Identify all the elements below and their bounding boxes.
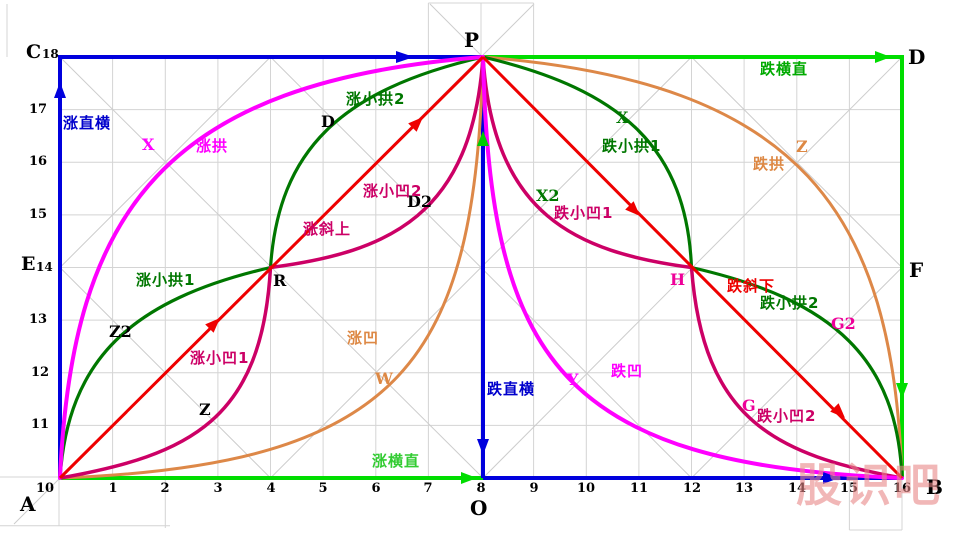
arrow-right-lime-bottom [461, 472, 477, 484]
point-o: O [470, 496, 488, 520]
label-fall-diag: 跌斜下 [727, 277, 776, 295]
label-fall-small-concave-1: 跌小凹1 [554, 204, 614, 222]
marker-d2: D2 [407, 192, 433, 211]
point-a: A [20, 492, 36, 516]
marker-x-fall: X [616, 108, 629, 127]
x-tick-5: 5 [318, 481, 328, 496]
marker-d-mid: D [321, 112, 335, 131]
label-rise-concave: 涨凹 [347, 329, 380, 347]
label-rise-small-arch-2: 涨小拱2 [346, 90, 406, 108]
curve-fall-concave [481, 55, 904, 480]
marker-h: H [670, 270, 686, 289]
axis-rise-vert-horiz [58, 55, 483, 478]
marker-g: G [742, 396, 756, 415]
curve-rise-arch [58, 55, 485, 480]
label-rise-small-concave-1: 涨小凹1 [190, 349, 250, 367]
arrow-down-lime-right [896, 383, 908, 399]
grid-fragments [0, 2, 903, 531]
arrow-right-blue-bottom [823, 472, 839, 484]
curve-fall-arch [481, 55, 904, 480]
x-tick-14: 14 [787, 481, 807, 496]
point-p: P [464, 28, 480, 52]
curve-rise-concave [58, 55, 485, 480]
arrow-right-lime-top [875, 51, 891, 63]
label-rise-horiz-vert: 涨横直 [372, 452, 421, 470]
label-fall-concave: 跌凹 [611, 362, 644, 380]
x-tick-10: 10 [576, 481, 596, 496]
marker-g2: G2 [831, 314, 856, 333]
watermark: 股识吧 [796, 458, 943, 512]
label-fall-arch: 跌拱 [753, 155, 786, 173]
arrow-down-blue-center [477, 439, 489, 455]
arrow-red-rise-1 [205, 318, 220, 333]
y-tick-15: 15 [29, 207, 48, 222]
point-c: C [26, 41, 42, 63]
marker-z2: Z2 [109, 322, 132, 341]
x-tick-1: 1 [108, 481, 118, 496]
x-tick-8: 8 [476, 481, 486, 496]
x-tick-11: 11 [629, 481, 649, 496]
marker-y: Y [567, 370, 579, 389]
label-rise-small-arch-1: 涨小拱1 [136, 271, 196, 289]
point-e: E [21, 253, 36, 275]
label-rise-small-concave-2: 涨小凹2 [363, 182, 423, 200]
y-tick-17: 17 [29, 102, 48, 117]
x-tick-2: 2 [160, 481, 170, 496]
label-fall-small-concave-2: 跌小凹2 [757, 407, 817, 425]
x-tick-16: 16 [892, 481, 912, 496]
axis-fall-horiz-vert [483, 55, 904, 478]
point-b: B [926, 475, 943, 499]
x-tick-3: 3 [213, 481, 223, 496]
arrow-up-lime-center [477, 131, 489, 146]
point-f: F [909, 258, 924, 282]
y-tick-12: 12 [31, 365, 50, 380]
point-d-corner: D [908, 45, 926, 69]
label-rise-arch: 涨拱 [196, 137, 229, 155]
y-tick-13: 13 [29, 312, 48, 327]
marker-r: R [273, 271, 287, 290]
marker-w: W [375, 369, 393, 388]
x-tick-4: 4 [266, 481, 276, 496]
x-tick-13: 13 [734, 481, 754, 496]
curve-fall-diagonal [481, 55, 904, 480]
x-tick-9: 9 [529, 481, 539, 496]
arrow-red-rise-2 [408, 117, 423, 132]
arrow-up-blue-left [54, 82, 66, 98]
label-fall-horiz-vert: 跌横直 [760, 60, 809, 78]
marker-x2: X2 [536, 186, 560, 205]
label-rise-vert-horiz: 涨直横 [63, 114, 112, 132]
x-tick-7: 7 [423, 481, 433, 496]
arrow-red-fall-2 [830, 403, 845, 418]
marker-z-fall: Z [796, 137, 808, 156]
x-tick-12: 12 [682, 481, 702, 496]
label-fall-vert-horiz: 跌直横 [487, 380, 536, 398]
y-tick-18: 18 [42, 47, 59, 61]
y-tick-16: 16 [29, 154, 48, 169]
x-tick-15: 15 [839, 481, 859, 496]
x-tick-6: 6 [371, 481, 381, 496]
label-fall-small-arch-2: 跌小拱2 [760, 294, 820, 312]
y-tick-14: 14 [36, 260, 53, 274]
label-rise-diag: 涨斜上 [303, 220, 352, 238]
arrow-right-blue-top [396, 51, 414, 63]
y-tick-11: 11 [31, 417, 50, 432]
arrow-red-fall-1 [625, 201, 640, 216]
y-tick-10: 10 [36, 481, 55, 496]
label-fall-small-arch-1: 跌小拱1 [602, 137, 662, 155]
marker-z-rise: Z [199, 400, 211, 419]
marker-x-rise: X [142, 135, 155, 154]
